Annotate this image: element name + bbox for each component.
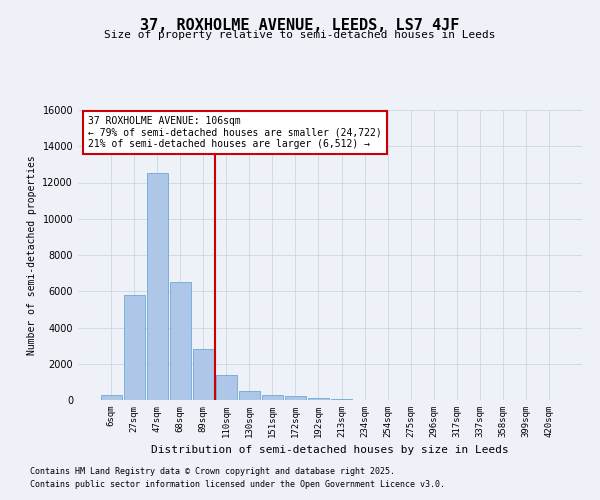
Bar bbox=[216, 374, 237, 400]
Bar bbox=[239, 391, 260, 400]
Bar bbox=[124, 295, 145, 400]
Text: Size of property relative to semi-detached houses in Leeds: Size of property relative to semi-detach… bbox=[104, 30, 496, 40]
Text: 37 ROXHOLME AVENUE: 106sqm
← 79% of semi-detached houses are smaller (24,722)
21: 37 ROXHOLME AVENUE: 106sqm ← 79% of semi… bbox=[88, 116, 382, 149]
Y-axis label: Number of semi-detached properties: Number of semi-detached properties bbox=[27, 155, 37, 355]
Text: Contains public sector information licensed under the Open Government Licence v3: Contains public sector information licen… bbox=[30, 480, 445, 489]
Bar bbox=[262, 394, 283, 400]
Bar bbox=[285, 396, 306, 400]
X-axis label: Distribution of semi-detached houses by size in Leeds: Distribution of semi-detached houses by … bbox=[151, 446, 509, 456]
Text: 37, ROXHOLME AVENUE, LEEDS, LS7 4JF: 37, ROXHOLME AVENUE, LEEDS, LS7 4JF bbox=[140, 18, 460, 32]
Bar bbox=[308, 398, 329, 400]
Text: Contains HM Land Registry data © Crown copyright and database right 2025.: Contains HM Land Registry data © Crown c… bbox=[30, 467, 395, 476]
Bar bbox=[101, 394, 122, 400]
Bar bbox=[193, 349, 214, 400]
Bar bbox=[147, 174, 167, 400]
Bar bbox=[170, 282, 191, 400]
